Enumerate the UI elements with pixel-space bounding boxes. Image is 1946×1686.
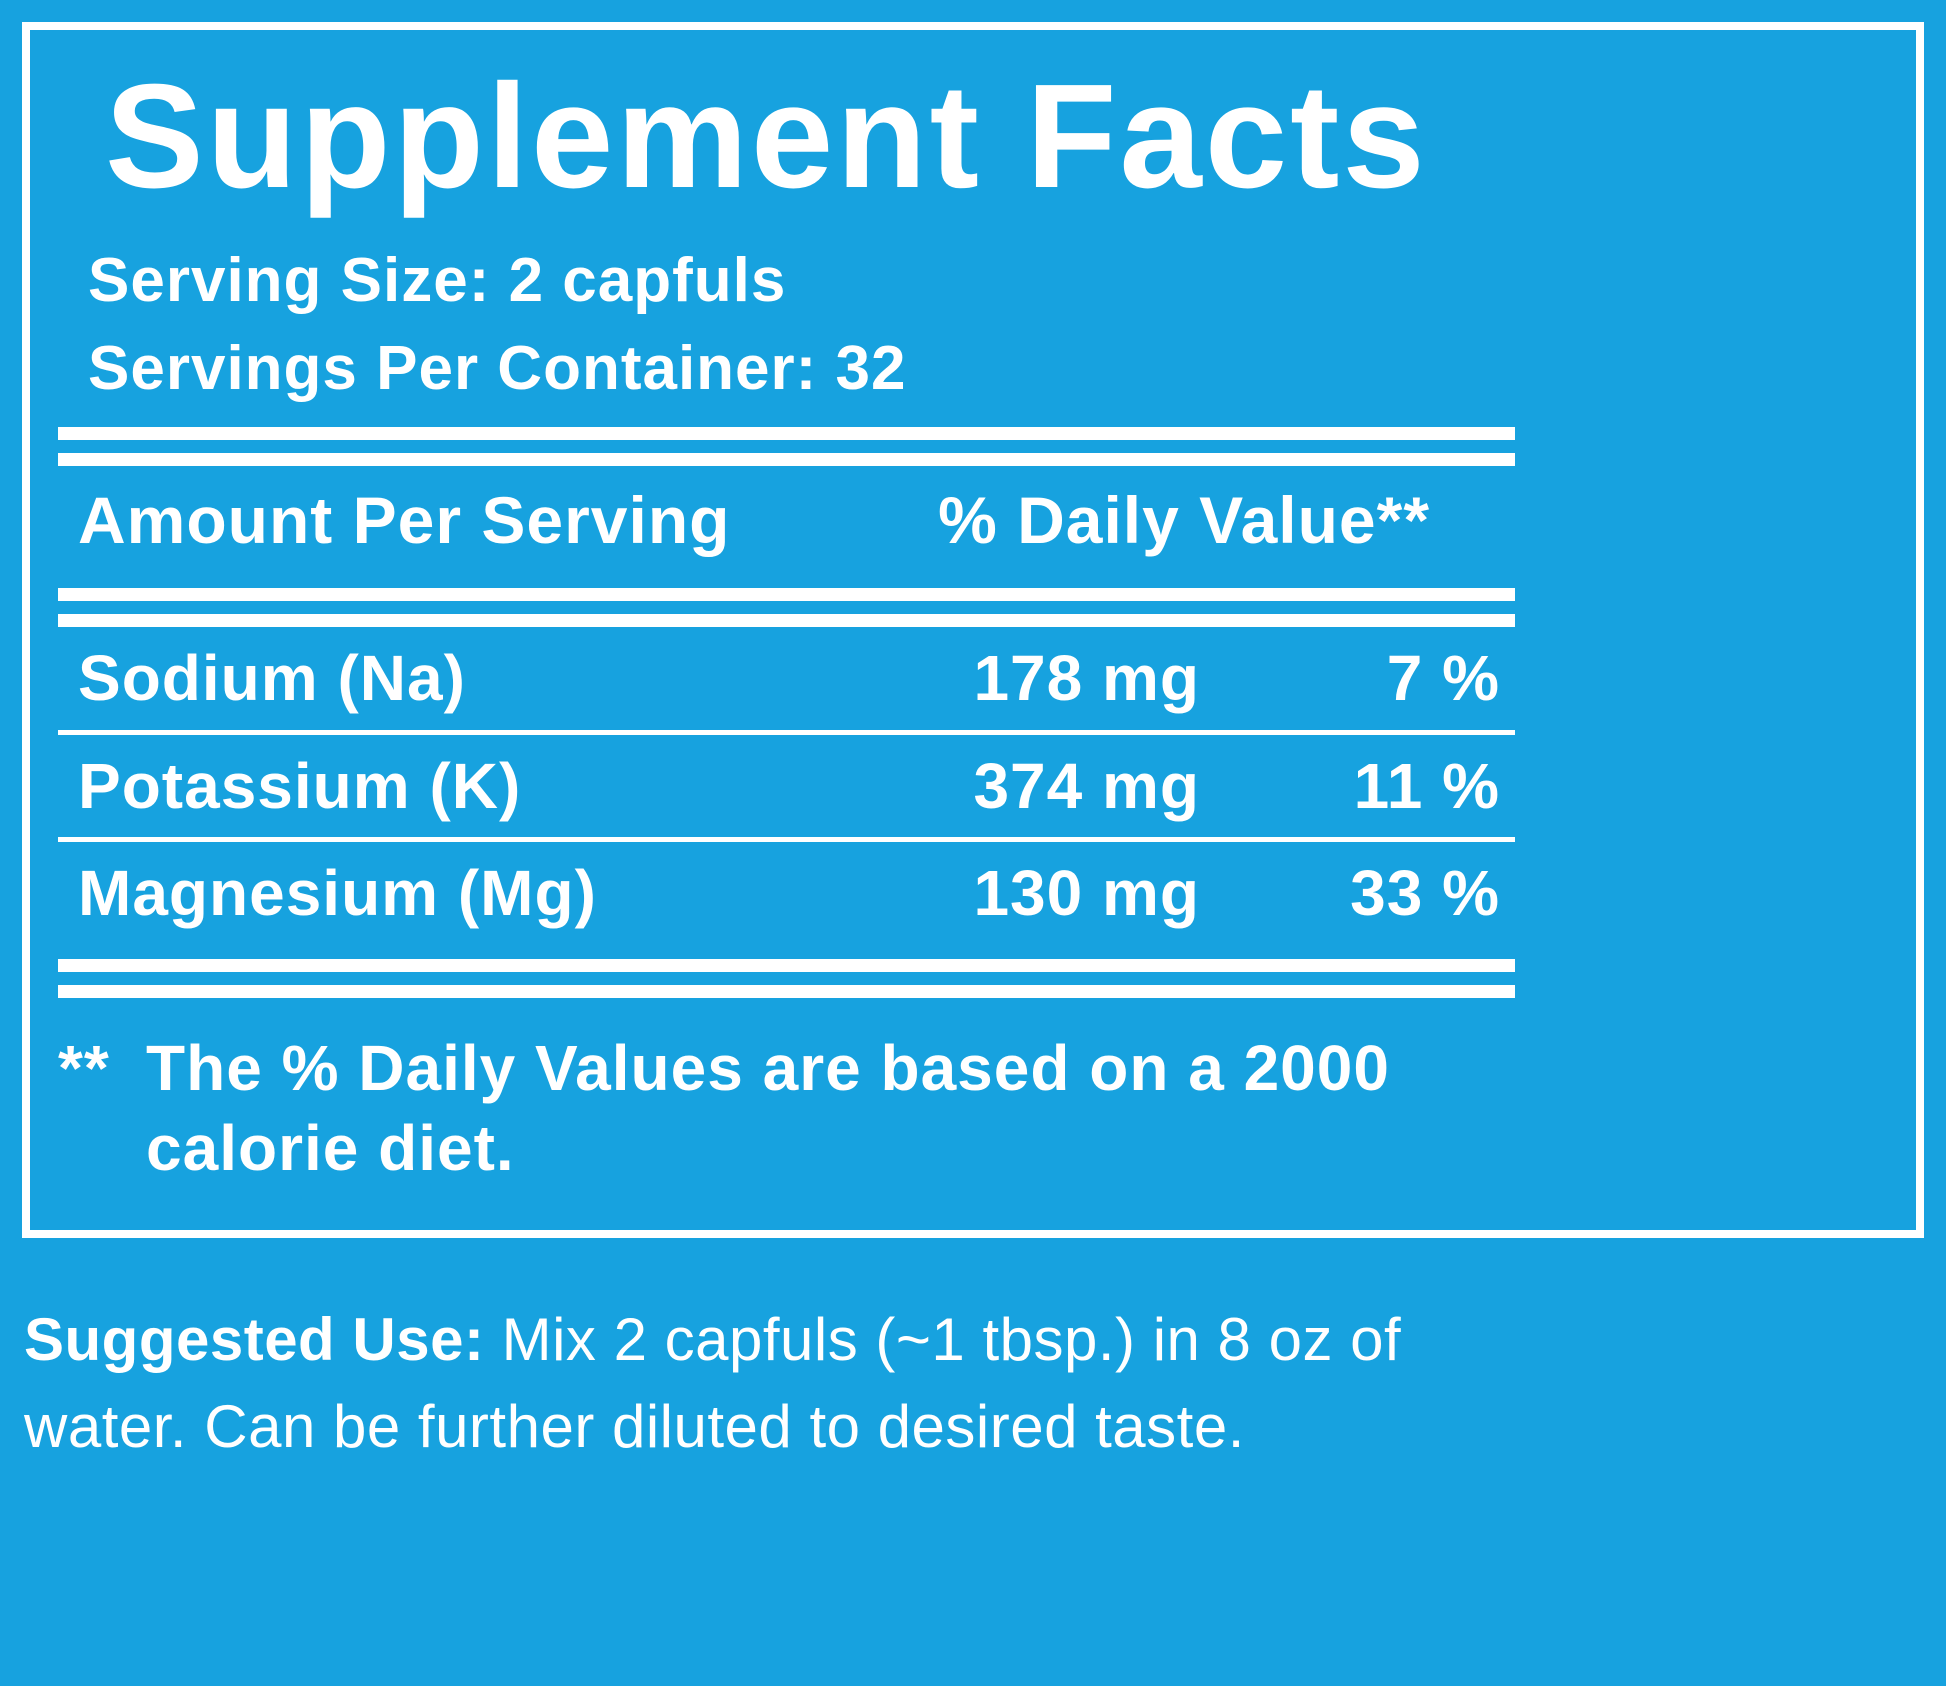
supplement-facts-panel: Supplement Facts Serving Size: 2 capfuls… xyxy=(22,22,1924,1239)
nutrient-name: Sodium (Na) xyxy=(78,641,466,714)
divider-double-bottom xyxy=(58,959,1515,999)
table-row: Magnesium (Mg) 130 mg 33 % xyxy=(58,842,1515,945)
header-amount-per-serving: Amount Per Serving xyxy=(78,482,731,557)
table-header-row: Amount Per Serving % Daily Value** xyxy=(58,466,1515,574)
suggested-use-text: Mix 2 capfuls (~1 tbsp.) in 8 oz of wate… xyxy=(24,1306,1402,1461)
divider-double-header xyxy=(58,587,1515,627)
suggested-use: Suggested Use: Mix 2 capfuls (~1 tbsp.) … xyxy=(24,1296,1544,1470)
header-daily-value: % Daily Value** xyxy=(938,482,1430,557)
divider-double-top xyxy=(58,426,1515,466)
suggested-use-label: Suggested Use: xyxy=(24,1306,485,1374)
serving-size: Serving Size: 2 capfuls xyxy=(88,245,787,315)
footnote-marker: ** xyxy=(58,1032,110,1105)
nutrient-dv: 33 % xyxy=(1350,857,1500,930)
nutrient-dv: 11 % xyxy=(1353,749,1500,822)
nutrient-amount: 374 mg xyxy=(973,749,1200,822)
nutrient-name: Potassium (K) xyxy=(78,749,522,822)
panel-content: Supplement Facts Serving Size: 2 capfuls… xyxy=(58,54,1515,1188)
nutrient-dv: 7 % xyxy=(1386,641,1500,714)
daily-value-footnote: ** The % Daily Values are based on a 200… xyxy=(58,1028,1515,1188)
panel-title: Supplement Facts xyxy=(105,54,1428,219)
nutrient-amount: 130 mg xyxy=(973,857,1200,930)
servings-per-container: Servings Per Container: 32 xyxy=(88,333,907,403)
table-row: Potassium (K) 374 mg 11 % xyxy=(58,735,1515,838)
divider-thin xyxy=(58,729,1515,735)
divider-thin xyxy=(58,837,1515,843)
nutrient-name: Magnesium (Mg) xyxy=(78,857,597,930)
nutrient-amount: 178 mg xyxy=(973,641,1200,714)
footnote-text: The % Daily Values are based on a 2000 c… xyxy=(146,1032,1390,1185)
table-row: Sodium (Na) 178 mg 7 % xyxy=(58,627,1515,730)
